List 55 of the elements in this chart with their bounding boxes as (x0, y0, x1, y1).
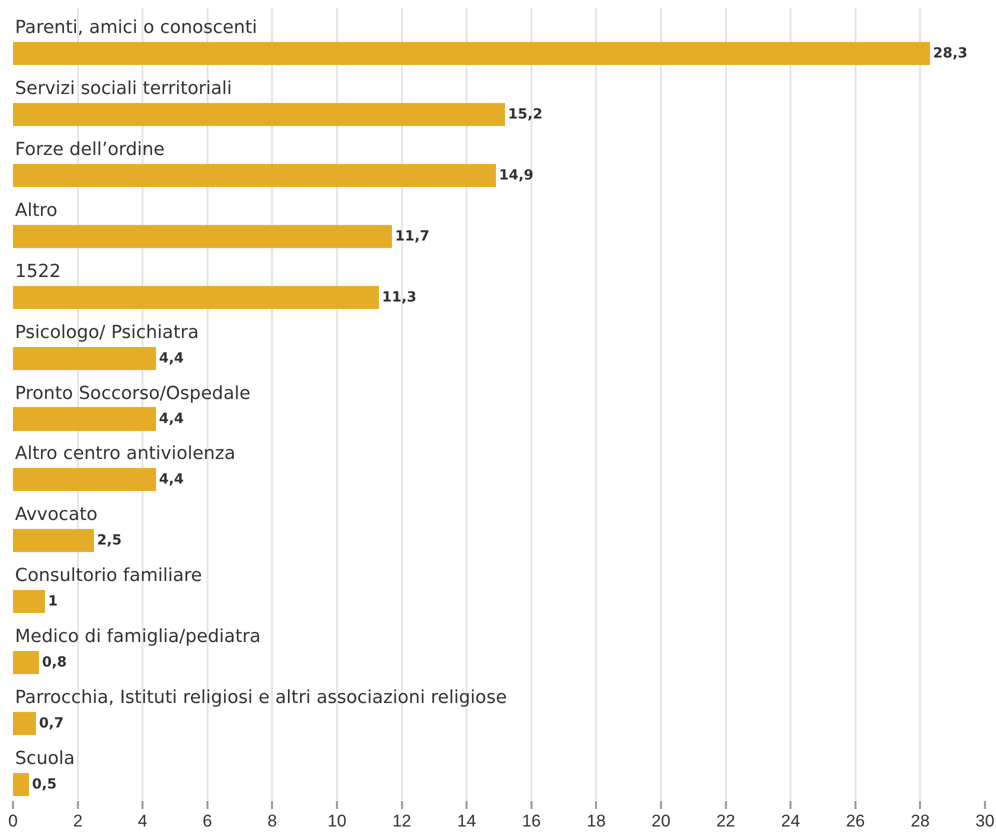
y-tick-label: Forze dell’ordine (15, 139, 165, 160)
data-label: 0,7 (39, 716, 64, 732)
bar (13, 225, 392, 248)
bar (13, 773, 29, 796)
x-tick-label: 30 (976, 811, 994, 830)
x-tick-label: 10 (328, 811, 346, 830)
bar (13, 468, 156, 491)
data-label: 4,4 (159, 411, 184, 427)
data-label: 11,3 (382, 290, 417, 306)
data-label: 0,5 (32, 776, 57, 792)
y-tick-label: Altro (15, 200, 58, 221)
x-tick-label: 24 (781, 811, 800, 830)
y-tick-label: Scuola (15, 748, 75, 769)
bar (13, 712, 36, 735)
data-label: 2,5 (97, 532, 122, 548)
bar (13, 42, 930, 65)
y-tick-label: 1522 (15, 261, 61, 282)
x-tick-label: 0 (8, 811, 18, 830)
y-tick-label: Pronto Soccorso/Ospedale (15, 383, 250, 404)
y-tick-label: Medico di famiglia/pediatra (15, 626, 261, 647)
bar (13, 347, 156, 370)
bar (13, 103, 505, 126)
x-tick-label: 4 (138, 811, 148, 830)
y-tick-label: Parrocchia, Istituti religiosi e altri associazioni religiose (15, 687, 507, 708)
y-tick-label: Parenti, amici o conoscenti (15, 17, 258, 38)
y-tick-label: Psicologo/ Psichiatra (15, 322, 199, 343)
bar (13, 164, 496, 187)
bar (13, 529, 94, 552)
data-label: 11,7 (395, 228, 430, 244)
x-tick-label: 18 (586, 811, 606, 830)
y-tick-label: Consultorio familiare (15, 565, 202, 586)
x-tick-label: 20 (652, 811, 670, 830)
x-tick-label: 2 (73, 811, 83, 830)
x-tick-label: 6 (202, 811, 212, 830)
x-tick-label: 26 (846, 811, 865, 830)
x-tick-label: 14 (457, 811, 476, 830)
x-tick-label: 16 (522, 811, 541, 830)
bar (13, 407, 156, 431)
x-tick-label: 8 (267, 811, 277, 830)
x-tick-label: 12 (392, 811, 412, 830)
data-label: 14,9 (499, 168, 534, 184)
data-label: 1 (48, 594, 58, 610)
x-tick-label: 22 (716, 811, 736, 830)
data-label: 15,2 (508, 106, 543, 122)
bar (13, 590, 45, 613)
bar (13, 651, 39, 674)
data-label: 28,3 (933, 46, 968, 62)
bar (13, 286, 379, 309)
y-tick-label: Servizi sociali territoriali (15, 78, 232, 99)
data-label: 4,4 (159, 472, 184, 488)
y-tick-label: Altro centro antiviolenza (15, 443, 236, 464)
data-label: 4,4 (159, 350, 184, 366)
x-tick-label: 28 (910, 811, 930, 830)
data-label: 0,8 (42, 654, 67, 670)
y-tick-label: Avvocato (15, 504, 98, 525)
